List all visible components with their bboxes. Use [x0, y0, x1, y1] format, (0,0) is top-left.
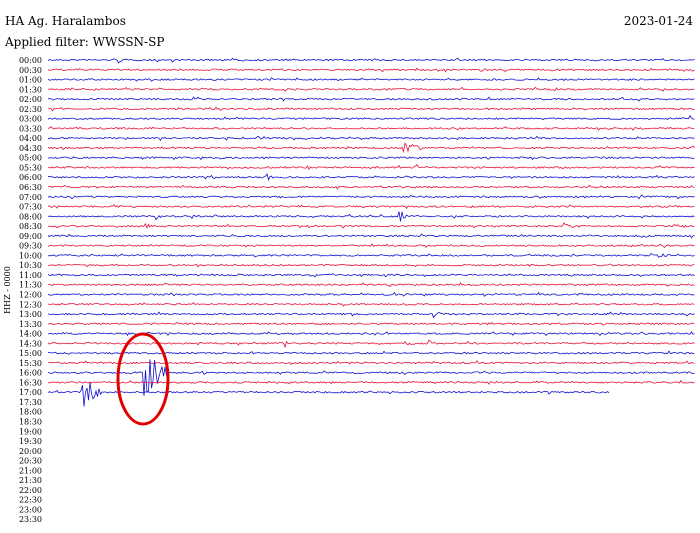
- time-label: 21:00: [19, 466, 42, 475]
- trace: [47, 359, 695, 396]
- time-label: 20:00: [19, 447, 42, 456]
- trace: [47, 252, 695, 258]
- filter-label: Applied filter: WWSSN-SP: [4, 35, 164, 49]
- time-label: 15:00: [19, 349, 42, 358]
- station-title: HA Ag. Haralambos: [5, 14, 126, 28]
- time-label: 13:30: [19, 320, 42, 329]
- time-label: 16:00: [19, 369, 42, 378]
- trace: [47, 67, 695, 73]
- traces: [47, 57, 695, 407]
- time-label: 14:30: [19, 339, 42, 348]
- time-label: 01:30: [19, 85, 42, 94]
- trace: [47, 339, 695, 349]
- trace: [47, 311, 695, 319]
- time-label: 03:00: [19, 115, 42, 124]
- trace: [47, 86, 695, 92]
- channel-label: HHZ - 0000: [3, 266, 12, 314]
- trace: [47, 233, 695, 239]
- trace: [47, 263, 695, 268]
- trace: [47, 321, 695, 326]
- trace: [47, 211, 695, 222]
- time-label: 09:00: [19, 232, 42, 241]
- time-label: 05:30: [19, 163, 42, 172]
- trace: [47, 194, 695, 200]
- trace: [47, 382, 610, 407]
- time-label: 18:30: [19, 417, 42, 426]
- time-label: 06:00: [19, 173, 42, 182]
- trace: [47, 282, 695, 288]
- time-label: 16:30: [19, 378, 42, 387]
- trace: [47, 222, 695, 229]
- trace: [47, 135, 695, 142]
- trace: [47, 173, 695, 181]
- time-label: 09:30: [19, 242, 42, 251]
- time-label: 08:00: [19, 212, 42, 221]
- time-label: 15:30: [19, 359, 42, 368]
- time-label: 11:30: [19, 281, 42, 290]
- time-label: 19:00: [19, 427, 42, 436]
- trace: [47, 156, 695, 161]
- trace: [47, 114, 695, 121]
- trace: [47, 302, 695, 307]
- time-label: 02:30: [19, 105, 42, 114]
- time-label: 07:00: [19, 193, 42, 202]
- date-label: 2023-01-24: [624, 14, 694, 28]
- time-label: 17:00: [19, 388, 42, 397]
- trace: [47, 379, 695, 385]
- time-label: 10:00: [19, 251, 42, 260]
- time-label: 12:30: [19, 300, 42, 309]
- trace: [48, 360, 695, 365]
- trace: [47, 273, 695, 278]
- trace: [47, 142, 695, 154]
- time-label: 00:30: [19, 66, 42, 75]
- time-label: 04:00: [19, 134, 42, 143]
- time-label: 07:30: [19, 203, 42, 212]
- time-label: 03:30: [19, 124, 42, 133]
- time-label: 08:30: [19, 222, 42, 231]
- time-label: 02:00: [19, 95, 42, 104]
- time-label: 12:00: [19, 290, 42, 299]
- time-label: 22:00: [19, 486, 42, 495]
- trace: [47, 350, 695, 355]
- trace: [47, 243, 695, 249]
- time-label: 00:00: [19, 56, 42, 65]
- trace: [47, 331, 695, 337]
- time-label: 18:00: [19, 408, 42, 417]
- time-label: 23:30: [19, 515, 42, 524]
- time-label: 06:30: [19, 183, 42, 192]
- time-label: 04:30: [19, 144, 42, 153]
- trace: [47, 77, 695, 82]
- time-label: 22:30: [19, 496, 42, 505]
- trace: [47, 126, 695, 131]
- trace: [47, 291, 695, 297]
- time-label: 13:00: [19, 310, 42, 319]
- trace: [47, 184, 695, 190]
- time-label: 17:30: [19, 398, 42, 407]
- trace: [47, 57, 695, 64]
- trace: [47, 204, 695, 210]
- highlight-ellipse: [116, 332, 170, 426]
- time-label: 10:30: [19, 261, 42, 270]
- time-label: 21:30: [19, 476, 42, 485]
- time-label: 20:30: [19, 457, 42, 466]
- time-label: 23:00: [19, 505, 42, 514]
- trace: [47, 96, 695, 102]
- time-label: 19:30: [19, 437, 42, 446]
- time-label: 14:00: [19, 330, 42, 339]
- time-label: 05:00: [19, 154, 42, 163]
- time-label: 01:00: [19, 76, 42, 85]
- trace: [48, 163, 695, 171]
- time-label: 11:00: [19, 271, 42, 280]
- trace: [47, 106, 695, 112]
